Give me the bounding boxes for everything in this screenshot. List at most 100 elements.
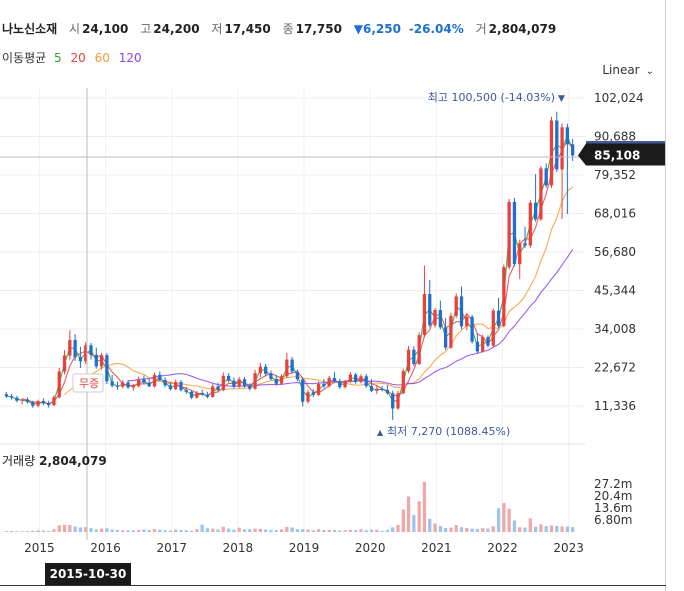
volume-bar [491, 526, 495, 532]
volume-panel-value: 2,804,079 [39, 454, 107, 468]
volume-bar [518, 527, 522, 532]
volume-bar [523, 527, 527, 532]
candle-body [354, 374, 358, 383]
moving-average-label: 이동평균 [2, 51, 47, 65]
candle-body [338, 380, 342, 388]
annotations: 최고 100,500 (-14.03%) ▼ ▲ 최저 7,270 (1088.45%… [72, 91, 666, 438]
volume-bar [110, 529, 114, 532]
volume-bar [385, 529, 390, 532]
volume-bar [364, 530, 368, 532]
volume-bar [20, 531, 24, 532]
candle-body [491, 310, 495, 346]
candle-body [47, 403, 51, 406]
candle-body [221, 375, 225, 391]
candle-body [290, 359, 294, 372]
stock-name: 나노신소재 [2, 22, 58, 36]
ma-20[interactable]: 20 [70, 51, 86, 65]
candle-body [126, 382, 130, 388]
volume-bar [205, 528, 210, 532]
volume-bar [168, 530, 173, 532]
volume-bar [73, 526, 77, 532]
high-label: 고 [140, 22, 152, 36]
volume-bar [285, 526, 289, 532]
max-price-label: 최고 100,500 (-14.03%) [428, 91, 555, 104]
volume-bar [322, 530, 326, 532]
volume-bar [391, 527, 395, 532]
candle-body [385, 389, 390, 394]
volume-bar [343, 530, 347, 532]
candle-body [264, 366, 268, 374]
time-tick-label: 2020 [355, 541, 386, 555]
candle-body [174, 382, 178, 390]
volume-bar [528, 518, 532, 532]
volume-bar [354, 530, 358, 532]
scale-dropdown[interactable]: Linear ⌄ [602, 63, 654, 77]
crosshair-date-tooltip: 2015-10-30 [45, 563, 131, 585]
ma-60[interactable]: 60 [94, 51, 110, 65]
volume-bar [78, 527, 83, 532]
candle-body [571, 144, 575, 156]
volume-bar [226, 528, 231, 532]
candle-body [84, 345, 88, 362]
candle-body [433, 310, 437, 326]
candle-body [158, 374, 162, 380]
volume-bar [211, 528, 215, 532]
min-price-label: 최저 7,270 (1088.45%) [387, 425, 510, 438]
candle-body [9, 396, 14, 398]
volume-bar [443, 527, 448, 532]
ma-20-line [22, 139, 574, 405]
volume-bar [31, 530, 35, 532]
ohlc-header: 나노신소재 시 24,100 고 24,200 저 17,450 종 17,750 ▼6… [2, 20, 564, 37]
volume-bar [481, 528, 485, 532]
volume-bar [62, 524, 67, 532]
volume-panel-header: 거래량 2,804,079 [2, 452, 107, 469]
time-tick-label: 2019 [289, 541, 320, 555]
volume-bar [115, 529, 120, 532]
volume-bar [274, 530, 278, 532]
axes: 102,024 90,688 79,352 68,016 56,680 45,344 34,… [24, 91, 644, 555]
volume-bar [560, 526, 564, 532]
volume-bar [131, 530, 135, 532]
candle-body [401, 371, 405, 394]
volume-bar [174, 529, 178, 532]
volume-bar [396, 524, 400, 532]
volume-bar [316, 529, 321, 532]
candle-body [560, 127, 564, 170]
ma-5[interactable]: 5 [54, 51, 62, 65]
price-tick-label: 22,672 [594, 361, 636, 375]
candle-body [136, 379, 141, 387]
volume-bar [264, 529, 268, 532]
open-label: 시 [69, 22, 81, 36]
candle-body [428, 294, 432, 326]
volume-bar [571, 527, 575, 532]
change-value: 6,250 [363, 22, 401, 36]
volume-bar [290, 527, 294, 532]
moving-average-lines [6, 134, 574, 405]
volume-bar [269, 529, 273, 532]
volume-bar [406, 496, 411, 532]
change-pct: -26.04% [408, 22, 464, 36]
volume-bar [279, 529, 284, 532]
volume-bar [41, 530, 46, 532]
volume-tick-label: 6.80m [594, 513, 632, 527]
candle-body [295, 371, 300, 380]
volume-bar [89, 528, 93, 532]
candle-body [533, 202, 538, 220]
volume-bar [544, 526, 548, 532]
volume-bar [359, 529, 363, 532]
price-chart[interactable]: 102,024 90,688 79,352 68,016 56,680 45,344 34,… [0, 0, 666, 585]
candle-body [73, 339, 77, 358]
min-price-arrow-icon: ▲ [377, 428, 384, 437]
candle-body [269, 373, 273, 379]
volume-bar [200, 524, 204, 532]
ma-120[interactable]: 120 [118, 51, 142, 65]
volume-bar [15, 531, 19, 532]
candle-body [369, 386, 374, 391]
current-price-tag [578, 143, 666, 166]
candle-body [443, 327, 448, 348]
candle-body [412, 349, 416, 365]
candle-body [316, 384, 321, 395]
price-tick-label: 45,344 [594, 284, 636, 298]
volume-bar [539, 524, 543, 532]
